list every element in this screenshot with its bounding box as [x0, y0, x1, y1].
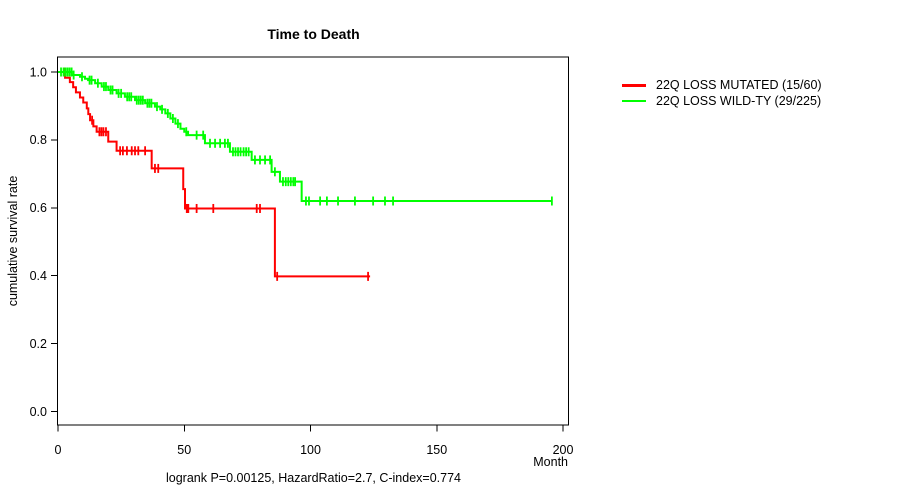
survival-curve-mutated	[58, 71, 371, 278]
legend-label-mutated: 22Q LOSS MUTATED (15/60)	[656, 78, 822, 93]
x-tick-label: 200	[553, 443, 574, 457]
x-tick-label: 50	[177, 443, 191, 457]
legend-item-wildtype: 22Q LOSS WILD-TY (29/225)	[622, 94, 822, 109]
stats-annotation: logrank P=0.00125, HazardRatio=2.7, C-in…	[166, 471, 461, 485]
chart-title: Time to Death	[267, 26, 360, 42]
y-tick-label: 0.6	[30, 201, 47, 215]
x-tick-label: 100	[300, 443, 321, 457]
y-tick-label: 0.0	[30, 405, 47, 419]
y-tick-label: 0.2	[30, 337, 47, 351]
y-tick-label: 0.8	[30, 133, 47, 147]
x-axis-title: Month	[533, 455, 568, 469]
y-axis-title: cumulative survival rate	[6, 175, 20, 307]
plot-box	[57, 56, 569, 426]
x-tick-label: 150	[426, 443, 447, 457]
legend-line-mutated-swatch	[622, 84, 646, 87]
x-tick-label: 0	[55, 443, 62, 457]
survival-curve-wildtype	[58, 71, 552, 203]
chart-legend: 22Q LOSS MUTATED (15/60) 22Q LOSS WILD-T…	[622, 78, 822, 108]
legend-item-mutated: 22Q LOSS MUTATED (15/60)	[622, 78, 822, 93]
legend-line-wildtype-swatch	[622, 99, 646, 102]
y-tick-label: 0.4	[30, 269, 47, 283]
legend-label-wildtype: 22Q LOSS WILD-TY (29/225)	[656, 93, 822, 108]
y-tick-label: 1.0	[30, 65, 47, 79]
